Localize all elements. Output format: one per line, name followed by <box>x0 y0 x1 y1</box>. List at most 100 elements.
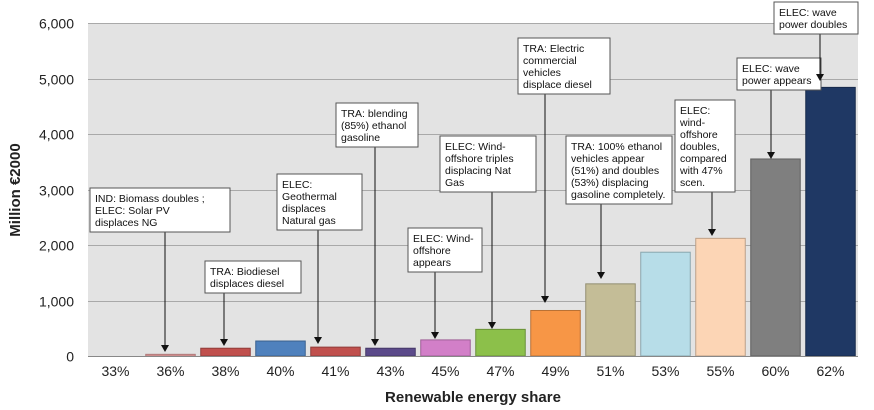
bar <box>530 309 581 357</box>
x-tick-label: 55% <box>706 363 734 379</box>
x-tick-label: 51% <box>596 363 624 379</box>
annotation-text: ELEC: Wind- <box>413 233 474 245</box>
annotation-box <box>89 187 231 233</box>
annotation-text: ELEC: <box>680 105 710 117</box>
y-tick-labels: 0 1,000 2,000 3,000 4,000 5,000 6,000 <box>39 16 74 365</box>
annotation-text: vehicles <box>523 67 561 79</box>
annotation-text: vehicles appear <box>571 153 645 165</box>
annotation-text: wind- <box>679 117 706 129</box>
y-tick-label: 1,000 <box>39 294 74 310</box>
annotation-text: Geothermal <box>282 191 337 203</box>
annotation-text: (85%) ethanol <box>341 120 406 132</box>
x-tick-label: 40% <box>266 363 294 379</box>
bar <box>750 158 801 357</box>
x-tick-label: 45% <box>431 363 459 379</box>
annotation-box <box>276 173 363 231</box>
annotation-box <box>773 1 859 35</box>
annotation-box <box>204 260 302 294</box>
annotation-text: power doubles <box>779 19 847 31</box>
x-tick-label: 49% <box>541 363 569 379</box>
annotation-text: offshore <box>680 129 718 141</box>
bar <box>145 353 196 357</box>
x-tick-label: 43% <box>376 363 404 379</box>
y-tick-label: 3,000 <box>39 183 74 199</box>
annotation-text: TRA: 100% ethanol <box>571 141 662 153</box>
annotation-text: displaces diesel <box>210 278 284 290</box>
annotation-box <box>407 227 483 273</box>
annotation-box <box>439 135 537 193</box>
annotation-text: (51%) and doubles <box>571 165 659 177</box>
annotation-text: offshore triples <box>445 153 514 165</box>
bar <box>420 339 471 357</box>
annotation-text: power appears <box>742 75 811 87</box>
x-tick-labels: 33% 36% 38% 40% 41% 43% 45% 47% 49% 51% 53% 55% 60% 6… <box>101 363 844 379</box>
bar <box>640 251 691 357</box>
bar <box>310 346 361 357</box>
x-axis-title: Renewable energy share <box>385 389 561 406</box>
annotation-text: commercial <box>523 55 577 67</box>
annotation-text: TRA: Biodiesel <box>210 266 279 278</box>
y-tick-label: 0 <box>66 349 74 365</box>
annotation-text: ELEC: wave <box>779 7 837 19</box>
annotation-box <box>736 57 822 91</box>
annotation-box <box>674 99 736 193</box>
annotation-text: TRA: Electric <box>523 43 584 55</box>
bar <box>255 340 306 357</box>
annotation: IND: Biomass doubles ;ELEC: Solar PVdisp… <box>89 187 231 352</box>
bar <box>200 347 251 357</box>
y-tick-label: 2,000 <box>39 238 74 254</box>
bar <box>805 86 856 357</box>
annotation-box <box>517 37 611 95</box>
annotation-box <box>565 135 673 205</box>
annotation-text: appears <box>413 257 451 269</box>
x-tick-label: 38% <box>211 363 239 379</box>
annotation-text: ELEC: Wind- <box>445 141 506 153</box>
bars <box>145 86 856 357</box>
x-tick-label: 33% <box>101 363 129 379</box>
annotation-text: ELEC: Solar PV <box>95 205 170 217</box>
annotation-text: gasoline <box>341 132 380 144</box>
annotation-text: displacing Nat <box>445 165 511 177</box>
x-tick-label: 62% <box>816 363 844 379</box>
x-tick-label: 47% <box>486 363 514 379</box>
annotation-text: Gas <box>445 177 464 189</box>
bar <box>585 283 636 357</box>
annotation-text: TRA: blending <box>341 108 408 120</box>
annotation-text: with 47% <box>679 165 723 177</box>
x-tick-label: 53% <box>651 363 679 379</box>
x-tick-label: 41% <box>321 363 349 379</box>
x-tick-label: 60% <box>761 363 789 379</box>
annotation-text: doubles, <box>680 141 720 153</box>
annotation: TRA: Electriccommercialvehiclesdisplace … <box>517 37 611 303</box>
annotation-text: IND: Biomass doubles ; <box>95 193 205 205</box>
annotation-text: compared <box>680 153 727 165</box>
y-tick-label: 4,000 <box>39 127 74 143</box>
bar <box>475 328 526 357</box>
bar <box>695 237 746 357</box>
annotation-text: displace diesel <box>523 79 592 91</box>
annotations: IND: Biomass doubles ;ELEC: Solar PV disp… <box>89 1 859 352</box>
y-tick-label: 6,000 <box>39 16 74 32</box>
annotation-text: ELEC: <box>282 179 312 191</box>
annotation-text: (53%) displacing <box>571 177 649 189</box>
annotation-box <box>335 102 419 148</box>
annotation-text: offshore <box>413 245 451 257</box>
annotation-text: Natural gas <box>282 215 336 227</box>
y-axis-title: Million €2000 <box>7 143 24 236</box>
annotation-text: ELEC: wave <box>742 63 800 75</box>
y-tick-label: 5,000 <box>39 72 74 88</box>
annotation-text: displaces <box>282 203 326 215</box>
annotation-text: scen. <box>680 177 705 189</box>
bar <box>365 347 416 357</box>
annotation-text: gasoline completely. <box>571 189 665 201</box>
